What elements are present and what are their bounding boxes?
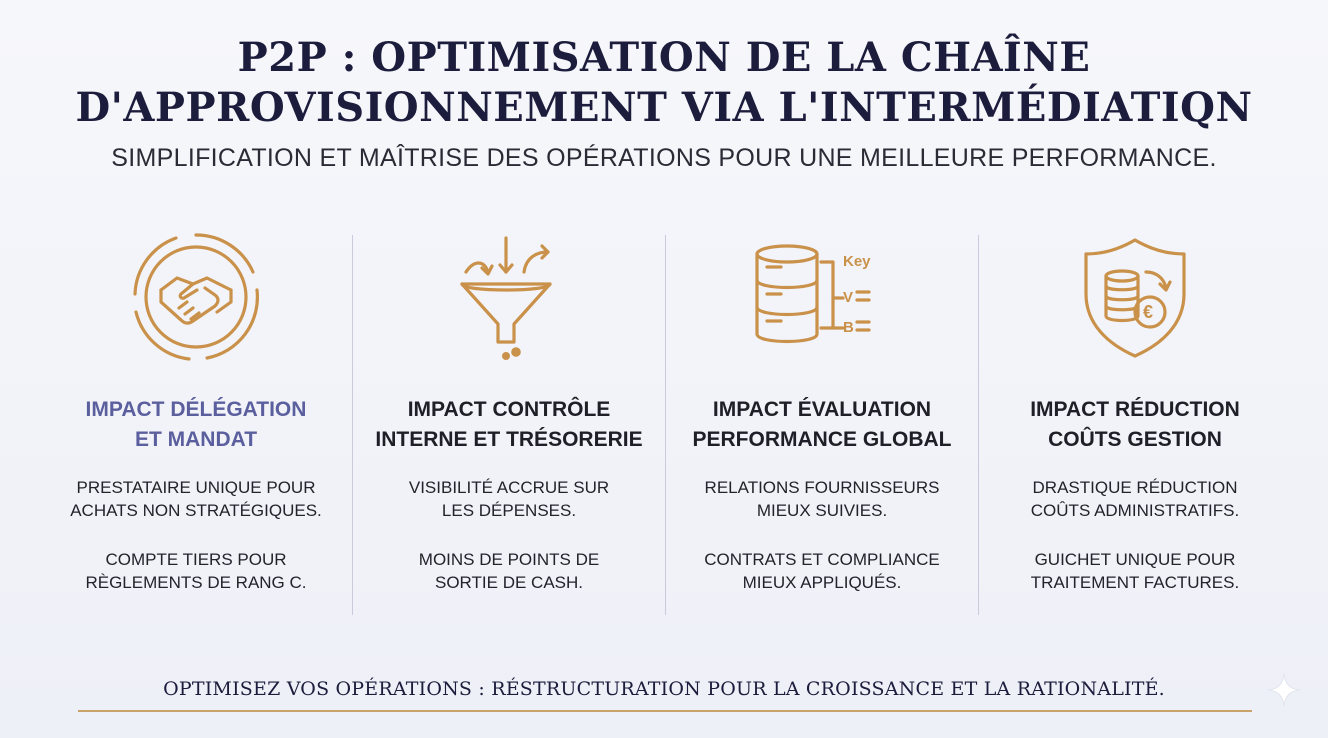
funnel-icon (460, 236, 552, 360)
impact-heading: IMPACT CONTRÔLE INTERNE ET TRÉSORERIE (375, 398, 643, 451)
impact-text-2: CONTRATS ET COMPLIANCE MIEUX APPLIQUÉS. (704, 550, 940, 592)
sparkle-icon (1267, 673, 1301, 707)
shield-coins-icon: € (1084, 238, 1186, 358)
database-icon: Key V B (755, 244, 871, 344)
column-divider (352, 235, 353, 615)
impact-column-evaluation: Key V B IMPACT ÉVALUATION PERFORMANCE GL… (666, 230, 978, 615)
impact-text-1: VISIBILITÉ ACCRUE SUR LES DÉPENSES. (408, 478, 610, 520)
impact-column-reduction: € IMPACT RÉDUCTION COÛTS GESTION DRASTIQ… (979, 230, 1291, 615)
impact-text-2: COMPTE TIERS POUR RÈGLEMENTS DE RANG C. (85, 550, 307, 592)
impact-text-1: RELATIONS FOURNISSEURS MIEUX SUIVIES. (704, 478, 940, 520)
impact-columns: IMPACT DÉLÉGATION ET MANDAT PRESTATAIRE … (40, 230, 1290, 615)
impact-heading: IMPACT RÉDUCTION COÛTS GESTION (1030, 398, 1240, 451)
impact-column-controle: IMPACT CONTRÔLE INTERNE ET TRÉSORERIE VI… (353, 230, 665, 615)
page-subtitle: SIMPLIFICATION ET MAÎTRISE DES OPÉRATION… (111, 144, 1217, 172)
impact-heading: IMPACT DÉLÉGATION ET MANDAT (85, 398, 307, 451)
icon-v-label: V (843, 289, 853, 306)
page-title-line1: P2P : OPTIMISATION DE LA CHAÎNE (237, 34, 1091, 81)
impact-text-2: MOINS DE POINTS DE SORTIE DE CASH. (418, 550, 600, 592)
handshake-icon (133, 233, 259, 361)
footer-underline (78, 710, 1252, 712)
icon-key-label: Key (843, 253, 871, 270)
icon-b-label: B (843, 319, 854, 336)
impact-text-2: GUICHET UNIQUE POUR TRAITEMENT FACTURES. (1030, 550, 1240, 592)
page-title-line2: D'APPROVISIONNEMENT VIA L'INTERMÉDIATIQN (75, 84, 1253, 131)
impact-text-1: PRESTATAIRE UNIQUE POUR ACHATS NON STRAT… (70, 478, 322, 520)
column-divider (978, 235, 979, 615)
impact-text-1: DRASTIQUE RÉDUCTION COÛTS ADMINISTRATIFS… (1030, 478, 1240, 520)
impact-heading: IMPACT ÉVALUATION PERFORMANCE GLOBAL (692, 398, 952, 451)
column-divider (665, 235, 666, 615)
impact-column-delegation: IMPACT DÉLÉGATION ET MANDAT PRESTATAIRE … (40, 230, 352, 615)
footer-tagline: OPTIMISEZ VOS OPÉRATIONS : RÉSTRUCTURATI… (163, 678, 1165, 700)
euro-symbol: € (1143, 302, 1153, 322)
